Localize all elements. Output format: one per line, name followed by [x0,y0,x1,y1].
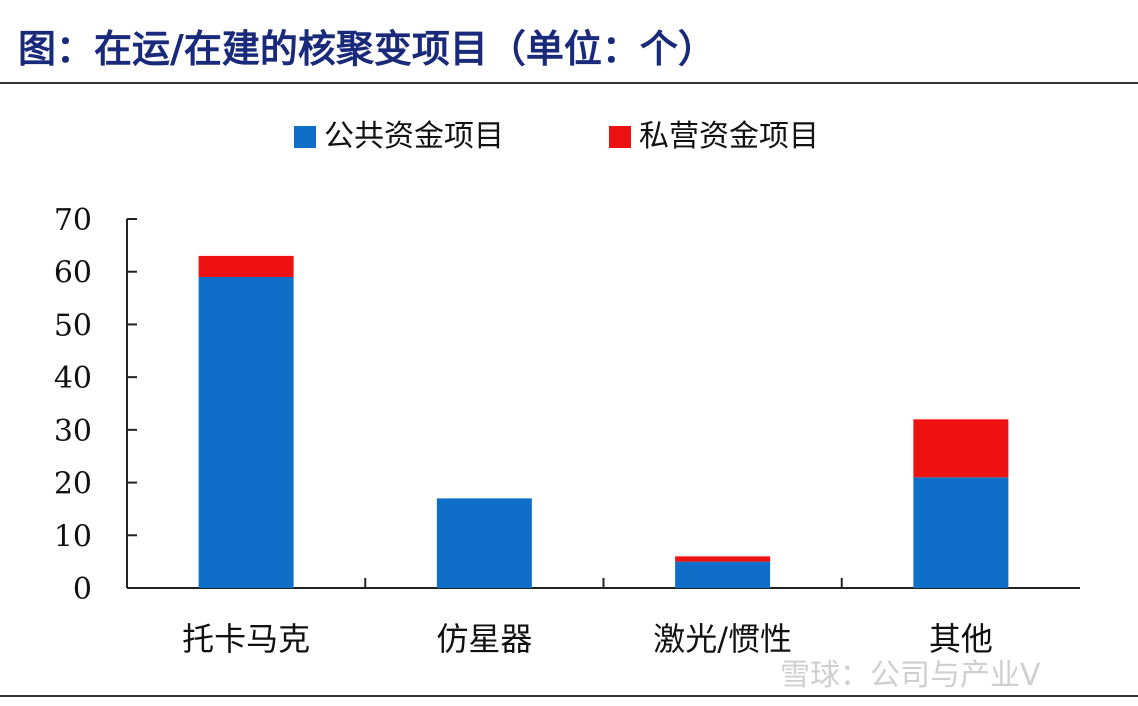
watermark: 雪球：公司与产业V [780,658,1041,693]
bars [198,255,1009,588]
y-tick-label: 0 [73,572,92,607]
footer-divider [0,695,1138,697]
legend: 公共资金项目 私营资金项目 [294,119,819,154]
y-tick-label: 30 [54,414,92,449]
bar-private-2 [675,556,771,562]
legend-label: 公共资金项目 [324,119,504,154]
y-tick-label: 40 [54,361,92,396]
category-labels: 托卡马克 仿星器 激光/惯性 其他 [182,620,993,658]
category-label: 其他 [929,620,993,658]
y-tick-label: 10 [54,519,92,554]
bar-private-3 [913,419,1009,478]
legend-swatch [609,126,631,148]
bar-public-1 [436,498,532,588]
bar-public-3 [913,477,1009,588]
bar-public-0 [198,276,294,588]
bar-public-2 [675,561,771,588]
chart-title: 图：在运/在建的核聚变项目（单位：个） [18,27,716,71]
y-tick-label: 70 [54,203,92,238]
bar-private-0 [198,255,294,277]
category-label: 仿星器 [436,620,532,658]
title-divider [0,82,1138,84]
y-tick-label: 20 [54,467,92,502]
legend-label: 私营资金项目 [639,119,819,154]
y-tick-labels: 0 10 20 30 40 50 60 70 [54,203,92,607]
category-label: 激光/惯性 [653,620,792,658]
stacked-bar-chart: 公共资金项目 私营资金项目 0 10 20 30 40 50 60 70 托卡马克 仿星器 激光/惯… [54,119,1080,658]
y-tick-label: 60 [54,256,92,291]
category-label: 托卡马克 [182,620,310,658]
y-tick-label: 50 [54,308,92,343]
legend-swatch [294,126,316,148]
